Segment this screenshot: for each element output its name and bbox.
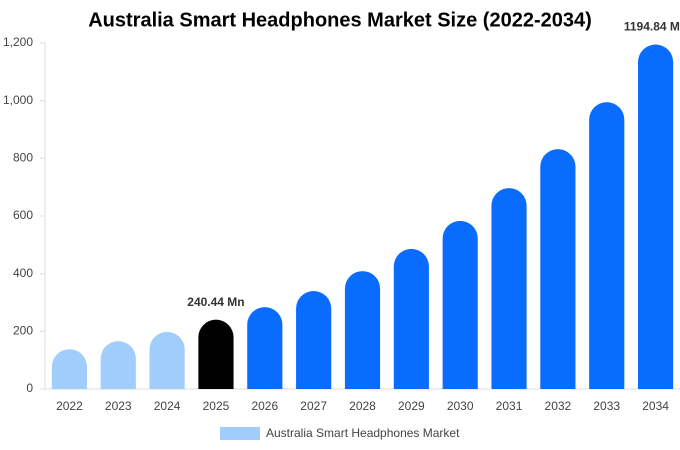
y-tick-label: 200 [13,324,33,338]
bar [344,271,381,389]
bar [589,102,625,390]
bar [198,319,234,389]
x-tick-label: 2030 [447,399,474,413]
bar [149,331,185,389]
x-tick-label: 2025 [203,399,230,413]
x-tick-label: 2028 [349,399,376,413]
bar [491,188,527,389]
legend-label: Australia Smart Headphones Market [266,426,460,440]
bar [51,349,88,389]
x-tick-label: 2034 [642,399,669,413]
x-tick-label: 2027 [300,399,327,413]
x-tick-label: 2033 [593,399,620,413]
x-tick-label: 2032 [545,399,572,413]
y-tick-label: 1,200 [3,35,33,49]
bar [296,290,332,389]
y-tick-label: 600 [13,208,33,222]
y-tick-label: 1,000 [3,93,33,107]
bar [637,44,674,389]
y-tick-label: 0 [26,381,33,395]
value-label: 240.44 Mn [187,295,244,309]
y-tick-label: 800 [13,151,33,165]
bar [540,149,576,389]
y-tick-label: 400 [13,266,33,280]
x-tick-label: 2024 [154,399,181,413]
bar [442,220,478,389]
x-tick-label: 2031 [496,399,523,413]
x-tick-label: 2029 [398,399,425,413]
x-tick-label: 2023 [105,399,132,413]
legend-swatch [220,427,260,440]
bar [100,341,136,389]
bar [247,307,283,389]
x-tick-label: 2022 [56,399,83,413]
bar [393,248,429,389]
value-label: 1194.84 Mn [624,20,680,34]
chart-title: Australia Smart Headphones Market Size (… [88,9,592,31]
x-tick-label: 2026 [251,399,278,413]
